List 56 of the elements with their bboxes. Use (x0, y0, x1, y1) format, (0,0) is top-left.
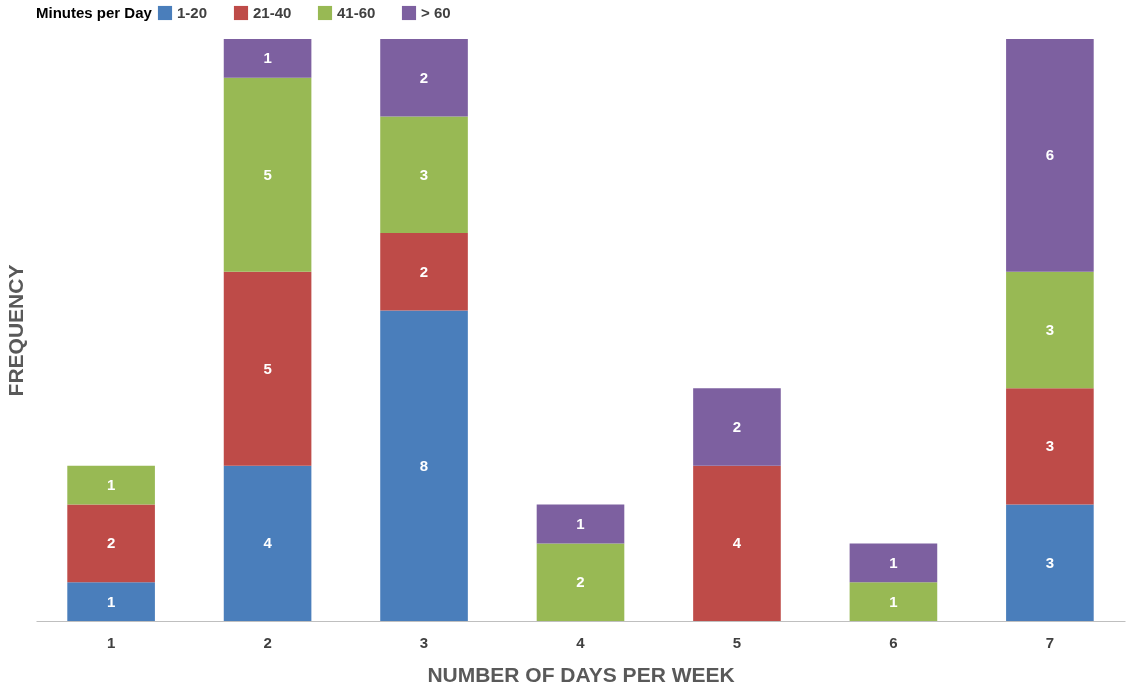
data-label: 3 (419, 165, 429, 183)
data-label: 3 (1045, 553, 1055, 571)
data-label: 4 (263, 534, 273, 552)
data-label: 3 (1045, 437, 1055, 455)
legend-label: > 60 (421, 4, 451, 21)
bar (223, 465, 312, 621)
data-label: 5 (263, 165, 272, 183)
data-label: 1 (576, 515, 585, 532)
data-label: 1 (263, 49, 272, 67)
bar (536, 504, 625, 544)
data-label: 1 (889, 592, 898, 610)
bar (223, 39, 312, 78)
data-label: 6 (1045, 146, 1055, 164)
data-label: 2 (106, 534, 116, 552)
bar (693, 388, 781, 466)
bar (536, 543, 625, 621)
bar (693, 465, 781, 621)
x-tick-label: 7 (1045, 633, 1055, 651)
x-tick-label: 4 (576, 633, 586, 651)
data-label: 1 (106, 476, 116, 494)
bar (223, 271, 312, 466)
bar (380, 233, 468, 311)
bar (849, 582, 938, 621)
data-label: 4 (732, 534, 742, 552)
x-tick-label: 1 (106, 633, 116, 651)
bar (67, 504, 155, 583)
bar (1006, 39, 1094, 272)
data-label: 1 (106, 592, 116, 610)
legend-label: 21-40 (253, 4, 292, 21)
bar (223, 77, 312, 272)
bar (1006, 388, 1094, 505)
legend-title: Minutes per Day (36, 4, 153, 21)
data-label: 2 (732, 418, 742, 435)
legend-label: 1-20 (177, 4, 208, 21)
y-axis-title: FREQUENCY (3, 264, 27, 397)
data-label: 1 (889, 553, 898, 571)
bar (380, 310, 468, 621)
legend-label: 41-60 (337, 4, 376, 21)
data-label: 2 (419, 262, 429, 280)
x-tick-label: 5 (732, 633, 742, 651)
bar (380, 39, 468, 117)
data-label: 3 (1045, 321, 1055, 338)
data-label: 2 (419, 68, 429, 86)
x-tick-label: 3 (419, 633, 429, 651)
bar (1006, 504, 1094, 621)
x-axis-title: NUMBER OF DAYS PER WEEK (427, 662, 735, 686)
bar (380, 116, 468, 233)
bar (67, 465, 155, 505)
data-label: 5 (263, 359, 272, 377)
bar (1006, 271, 1094, 389)
x-tick-label: 2 (263, 633, 272, 651)
x-tick-label: 6 (889, 633, 898, 651)
data-label: 2 (576, 573, 585, 591)
bar (67, 582, 155, 621)
data-label: 8 (419, 456, 429, 474)
bar (849, 543, 938, 583)
